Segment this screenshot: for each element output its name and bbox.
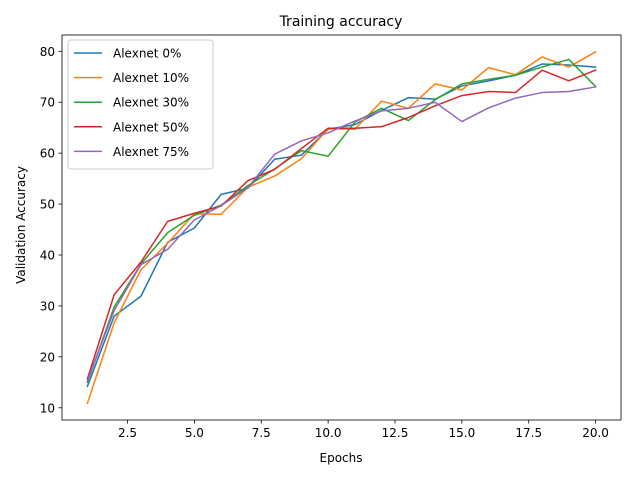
x-tick-label: 12.5 (382, 426, 409, 440)
y-tick-label: 40 (40, 249, 55, 263)
series-line-1 (86, 50, 597, 405)
x-tick-label: 2.5 (118, 426, 137, 440)
x-tick-label: 5.0 (185, 426, 204, 440)
legend-label-3: Alexnet 50% (113, 120, 189, 134)
legend-label-1: Alexnet 10% (113, 71, 189, 85)
y-tick-label: 10 (40, 401, 55, 415)
series-line-2 (86, 58, 597, 384)
y-tick-label: 50 (40, 198, 55, 212)
x-tick-label: 17.5 (515, 426, 542, 440)
series-line-4 (86, 86, 597, 382)
y-axis-label: Validation Accuracy (14, 166, 28, 284)
x-tick-label: 15.0 (448, 426, 475, 440)
legend-label-2: Alexnet 30% (113, 96, 189, 110)
series-line-3 (86, 69, 597, 380)
plot-frame (61, 34, 622, 421)
legend-box (67, 39, 214, 170)
chart-title: Training accuracy (279, 14, 403, 30)
legend: Alexnet 0% Alexnet 10% Alexnet 30% Alexnet … (67, 39, 214, 170)
y-tick-label: 20 (40, 350, 55, 364)
x-tick-label: 7.5 (252, 426, 271, 440)
series-layer (86, 50, 597, 405)
y-tick-label: 80 (40, 45, 55, 59)
axes-layer: 2.5 5.0 7.5 10.0 12.5 15.0 17.5 20.0 10 20 30 40 50 6… (40, 34, 622, 440)
legend-label-0: Alexnet 0% (113, 47, 181, 61)
x-tick-label: 20.0 (582, 426, 609, 440)
legend-label-4: Alexnet 75% (113, 145, 189, 159)
x-tick-label: 10.0 (315, 426, 342, 440)
y-tick-label: 30 (40, 299, 55, 313)
y-tick-label: 70 (40, 96, 55, 110)
y-tick-label: 60 (40, 147, 55, 161)
x-axis-label: Epochs (320, 451, 363, 465)
